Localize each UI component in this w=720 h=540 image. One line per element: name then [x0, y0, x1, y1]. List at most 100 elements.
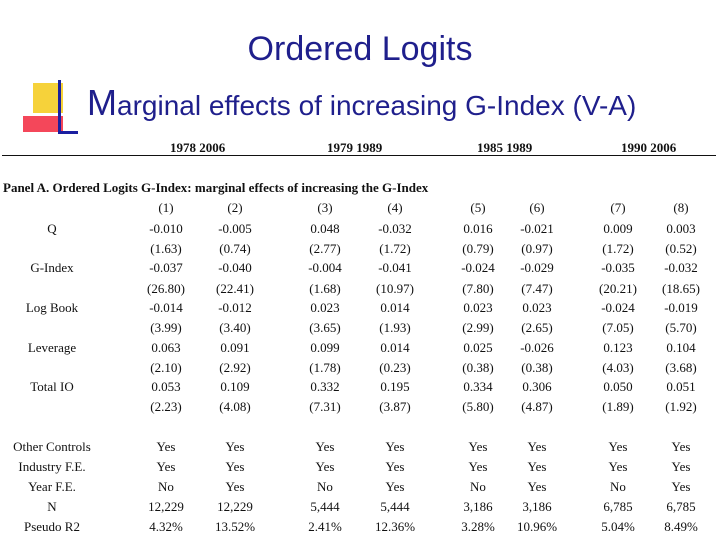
table-cell: 3.28%: [461, 519, 495, 534]
row-label: Pseudo R2: [24, 519, 80, 534]
table-cell: 4.32%: [149, 519, 183, 534]
table-cell: Yes: [315, 459, 335, 474]
table-cell: 5.04%: [601, 519, 635, 534]
row-label: Leverage: [27, 340, 77, 355]
table-cell: No: [317, 479, 333, 494]
table-cell: -0.010: [149, 221, 183, 236]
table-cell: (1.72): [602, 241, 634, 256]
column-header: (1): [158, 200, 174, 215]
table-cell: -0.024: [461, 260, 495, 275]
column-header: (4): [387, 200, 403, 215]
table-cell: (7.47): [521, 281, 553, 296]
decorative-red-bar: [23, 116, 63, 132]
table-cell: (2.77): [309, 241, 341, 256]
table-cell: (1.63): [150, 241, 182, 256]
table-cell: (1.72): [379, 241, 411, 256]
table-cell: (1.68): [309, 281, 341, 296]
table-cell: Yes: [608, 459, 628, 474]
table-cell: Yes: [671, 439, 691, 454]
row-label: Total IO: [30, 379, 74, 394]
table-cell: -0.012: [218, 300, 252, 315]
table-cell: -0.005: [218, 221, 252, 236]
table-cell: -0.032: [378, 221, 412, 236]
table-cell: 5,444: [310, 499, 340, 514]
table-cell: No: [470, 479, 486, 494]
row-label: Year F.E.: [28, 479, 76, 494]
table-cell: 0.306: [522, 379, 552, 394]
table-cell: (7.80): [462, 281, 494, 296]
period-header-1: 1978 2006: [170, 140, 226, 155]
table-cell: -0.035: [601, 260, 635, 275]
table-cell: -0.024: [601, 300, 635, 315]
table-cell: 0.009: [603, 221, 633, 236]
table-cell: Yes: [527, 459, 547, 474]
table-cell: 0.014: [380, 300, 410, 315]
table-cell: -0.004: [308, 260, 342, 275]
table-cell: 12.36%: [374, 519, 416, 534]
table-cell: 0.099: [310, 340, 340, 355]
table-cell: (2.65): [521, 320, 553, 335]
table-cell: 0.003: [666, 221, 696, 236]
table-cell: 5,444: [380, 499, 410, 514]
table-cell: 0.023: [463, 300, 493, 315]
table-cell: 0.048: [310, 221, 340, 236]
table-cell: 0.053: [151, 379, 181, 394]
table-cell: Yes: [156, 439, 176, 454]
table-cell: Yes: [468, 459, 488, 474]
row-label: Log Book: [25, 300, 79, 315]
table-cell: (3.40): [219, 320, 251, 335]
table-cell: 0.051: [666, 379, 696, 394]
table-cell: 12,229: [217, 499, 253, 514]
table-cell: 0.050: [603, 379, 633, 394]
table-cell: (0.97): [521, 241, 553, 256]
decorative-blue-horizontal-line: [58, 131, 78, 134]
table-cell: Yes: [385, 459, 405, 474]
decorative-blue-vertical-line: [58, 80, 61, 134]
subtitle-initial: M: [87, 82, 117, 123]
table-cell: 0.109: [220, 379, 250, 394]
column-header: (6): [529, 200, 545, 215]
table-cell: 3,186: [463, 499, 493, 514]
table-cell: (5.80): [462, 399, 494, 414]
table-cell: (2.23): [150, 399, 182, 414]
row-label: Q: [47, 221, 57, 236]
table-cell: Yes: [225, 459, 245, 474]
table-cell: (0.52): [665, 241, 697, 256]
table-cell: (20.21): [599, 281, 637, 296]
table-cell: Yes: [385, 479, 405, 494]
table-cell: 0.332: [310, 379, 340, 394]
table-cell: Yes: [527, 439, 547, 454]
table-cell: (0.38): [521, 360, 553, 375]
table-cell: (1.93): [379, 320, 411, 335]
table-cell: Yes: [671, 479, 691, 494]
table-cell: (4.87): [521, 399, 553, 414]
table-cell: 0.025: [463, 340, 493, 355]
table-cell: -0.021: [520, 221, 554, 236]
table-cell: 0.023: [310, 300, 340, 315]
table-cell: 0.123: [603, 340, 633, 355]
row-label: N: [47, 499, 57, 514]
table-cell: (5.70): [665, 320, 697, 335]
table-cell: -0.037: [149, 260, 183, 275]
column-header: (2): [227, 200, 243, 215]
table-cell: -0.032: [664, 260, 698, 275]
table-cell: (1.92): [665, 399, 697, 414]
table-cell: 8.49%: [664, 519, 698, 534]
table-cell: (4.03): [602, 360, 634, 375]
table-cell: 6,785: [666, 499, 696, 514]
table-cell: 3,186: [522, 499, 552, 514]
period-header-4: 1990 2006: [621, 140, 677, 155]
table-cell: Yes: [527, 479, 547, 494]
table-cell: (2.92): [219, 360, 251, 375]
table-cell: (3.65): [309, 320, 341, 335]
table-cell: No: [610, 479, 626, 494]
period-header-2: 1979 1989: [327, 140, 383, 155]
table-cell: 0.016: [463, 221, 493, 236]
slide-title: Ordered Logits: [247, 30, 473, 68]
subtitle-text: arginal effects of increasing G-Index (V…: [117, 90, 637, 121]
table-cell: 13.52%: [214, 519, 256, 534]
table-cell: -0.019: [664, 300, 698, 315]
table-cell: (0.74): [219, 241, 251, 256]
table-cell: -0.029: [520, 260, 554, 275]
table-cell: -0.014: [149, 300, 183, 315]
